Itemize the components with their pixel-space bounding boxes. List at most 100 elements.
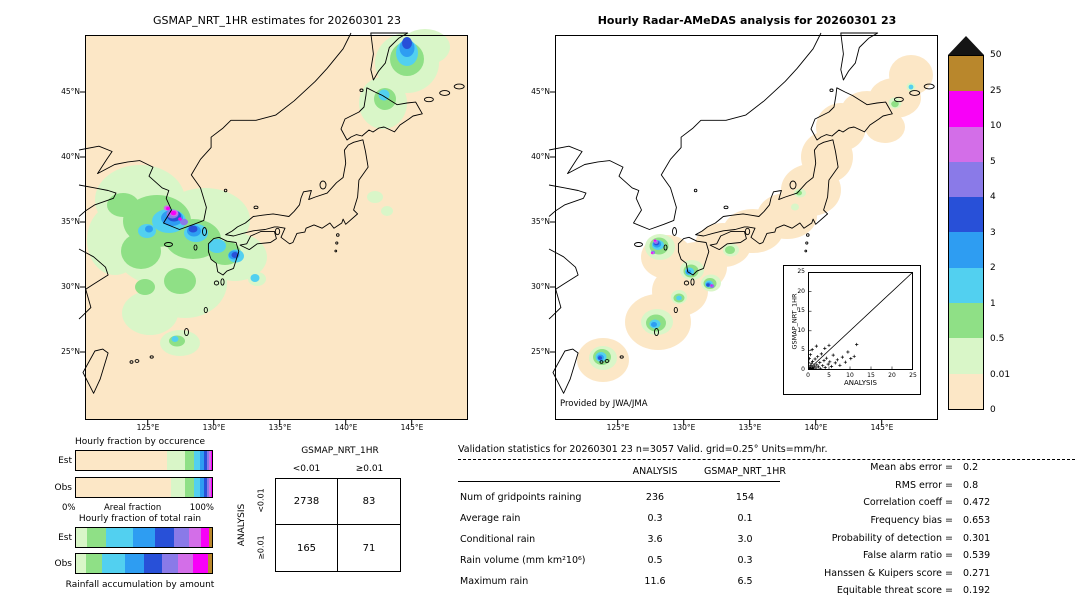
score-value: 0.192 [963, 585, 991, 597]
stats-row: Num of gridpoints raining 236 154 [460, 487, 800, 508]
lat-tick-label: 25°N [61, 347, 80, 356]
bar-segment [76, 478, 172, 497]
inset-y-tick: 20 [797, 287, 805, 295]
colorbar-segment [949, 126, 983, 162]
bar-segment [133, 528, 155, 547]
row-label: Est [58, 455, 72, 466]
stat-analysis-value: 3.6 [647, 534, 663, 545]
total-rain-obs-row: Obs [40, 553, 213, 574]
inset-y-tick: 5 [801, 346, 805, 354]
contingency-cell: 71 [362, 542, 376, 554]
data-credit: Provided by JWA/JMA [560, 399, 648, 409]
axis-min-label: 0% [62, 503, 76, 513]
colorbar-label: 5 [990, 156, 996, 167]
bar-segment [199, 451, 204, 470]
lon-tick-label: 125°E [136, 423, 160, 432]
stats-row: Maximum rain 11.6 6.5 [460, 571, 800, 592]
lon-tick-label: 135°E [738, 423, 762, 432]
bar-segment [207, 451, 210, 470]
contingency-grid: 2738 83 165 71 [275, 478, 401, 572]
bar-segment [76, 528, 87, 547]
stat-analysis-value: 0.5 [647, 555, 663, 566]
total-rain-est-bar [75, 527, 213, 548]
score-label: RMS error = [895, 479, 953, 491]
gsmap-map-canvas [78, 29, 468, 426]
lat-tick-label: 40°N [531, 152, 550, 161]
bar-segment [210, 451, 212, 470]
stat-gsmap-value: 0.3 [737, 555, 753, 566]
bar-segment [210, 478, 212, 497]
stats-row: Average rain 0.3 0.1 [460, 508, 800, 529]
stat-label: Num of gridpoints raining [460, 492, 582, 503]
lat-tick-label: 40°N [61, 152, 80, 161]
score-label: False alarm ratio = [862, 550, 953, 562]
inset-y-tick: 25 [797, 268, 805, 275]
score-value: 0.8 [963, 479, 979, 491]
skill-scores: Mean abs error = 0.2 RMS error = 0.8 Corre… [785, 459, 990, 600]
divider-solid [458, 481, 780, 482]
bar-segment [143, 554, 162, 573]
colorbar-label: 4 [990, 192, 996, 202]
colorbar-segment [949, 303, 983, 339]
map-frame [85, 35, 468, 420]
divider-dashed [458, 459, 1075, 460]
score-value: 0.2 [963, 462, 979, 474]
row-label: Obs [54, 482, 73, 493]
inset-y-tick: 0 [801, 366, 805, 373]
inset-x-tick: 0 [806, 372, 810, 379]
stats-col-gsmap: GSMAP_NRT_1HR [704, 466, 786, 477]
bar-segment [207, 478, 210, 497]
inset-x-tick: 5 [827, 372, 831, 379]
gsmap-map-title: GSMAP_NRT_1HR estimates for 20260301 23 [152, 14, 402, 27]
total-rain-title: Hourly fraction of total rain [78, 514, 202, 524]
score-row: Hanssen & Kuipers score = 0.271 [785, 565, 990, 583]
colorbar-segment [949, 56, 983, 92]
stat-label: Rain volume (mm km²10⁶) [460, 555, 586, 566]
score-row: Mean abs error = 0.2 [785, 459, 990, 477]
lon-tick-label: 145°E [400, 423, 424, 432]
lat-tick-label: 35°N [531, 217, 550, 226]
colorbar-segment [949, 161, 983, 198]
axis-max-label: 100% [189, 503, 214, 513]
colorbar-segment [949, 91, 983, 127]
lat-tick-label: 30°N [61, 282, 80, 291]
bar-segment [209, 528, 212, 547]
lat-tick-label: 30°N [531, 282, 550, 291]
scatter-inset: GSMAP_NRT_1HR 0 5 10 15 20 25 0 5 10 15 … [783, 265, 921, 395]
bar-segment [76, 451, 168, 470]
contingency-row-group: ANALYSIS [237, 503, 247, 547]
stat-gsmap-value: 0.1 [737, 513, 753, 524]
axis-title: Areal fraction [103, 503, 162, 513]
contingency-row-header: ≥0.01 [256, 535, 266, 560]
bar-segment [105, 528, 134, 547]
accumulation-caption: Rainfall accumulation by amount [65, 580, 215, 590]
score-label: Mean abs error = [870, 462, 953, 474]
map-frame [555, 35, 938, 420]
inset-y-tick: 10 [797, 326, 805, 334]
occurrence-obs-bar [75, 477, 213, 498]
stat-analysis-value: 236 [645, 492, 665, 503]
lon-tick-label: 145°E [870, 423, 894, 432]
inset-x-tick: 15 [867, 372, 875, 379]
score-value: 0.472 [963, 497, 991, 509]
inset-y-tick: 15 [797, 307, 805, 315]
rain-band-magenta [166, 206, 182, 221]
score-label: Probability of detection = [831, 532, 953, 544]
bar-segment [194, 478, 200, 497]
occurrence-est-bar [75, 450, 213, 471]
bar-segment [177, 554, 193, 573]
bar-segment [203, 478, 208, 497]
contingency-col-header: <0.01 [292, 464, 321, 474]
radar-coverage [577, 55, 933, 382]
validation-stats-title: Validation statistics for 20260301 23 n=… [458, 444, 828, 455]
score-row: RMS error = 0.8 [785, 477, 990, 495]
occurrence-title: Hourly fraction by occurence [74, 437, 206, 447]
bar-segment [209, 451, 211, 470]
bar-segment [173, 528, 189, 547]
lat-tick-label: 35°N [61, 217, 80, 226]
bar-segment [85, 554, 102, 573]
stat-gsmap-value: 154 [735, 492, 755, 503]
colorbar-segments [948, 55, 984, 410]
stat-gsmap-value: 3.0 [737, 534, 753, 545]
